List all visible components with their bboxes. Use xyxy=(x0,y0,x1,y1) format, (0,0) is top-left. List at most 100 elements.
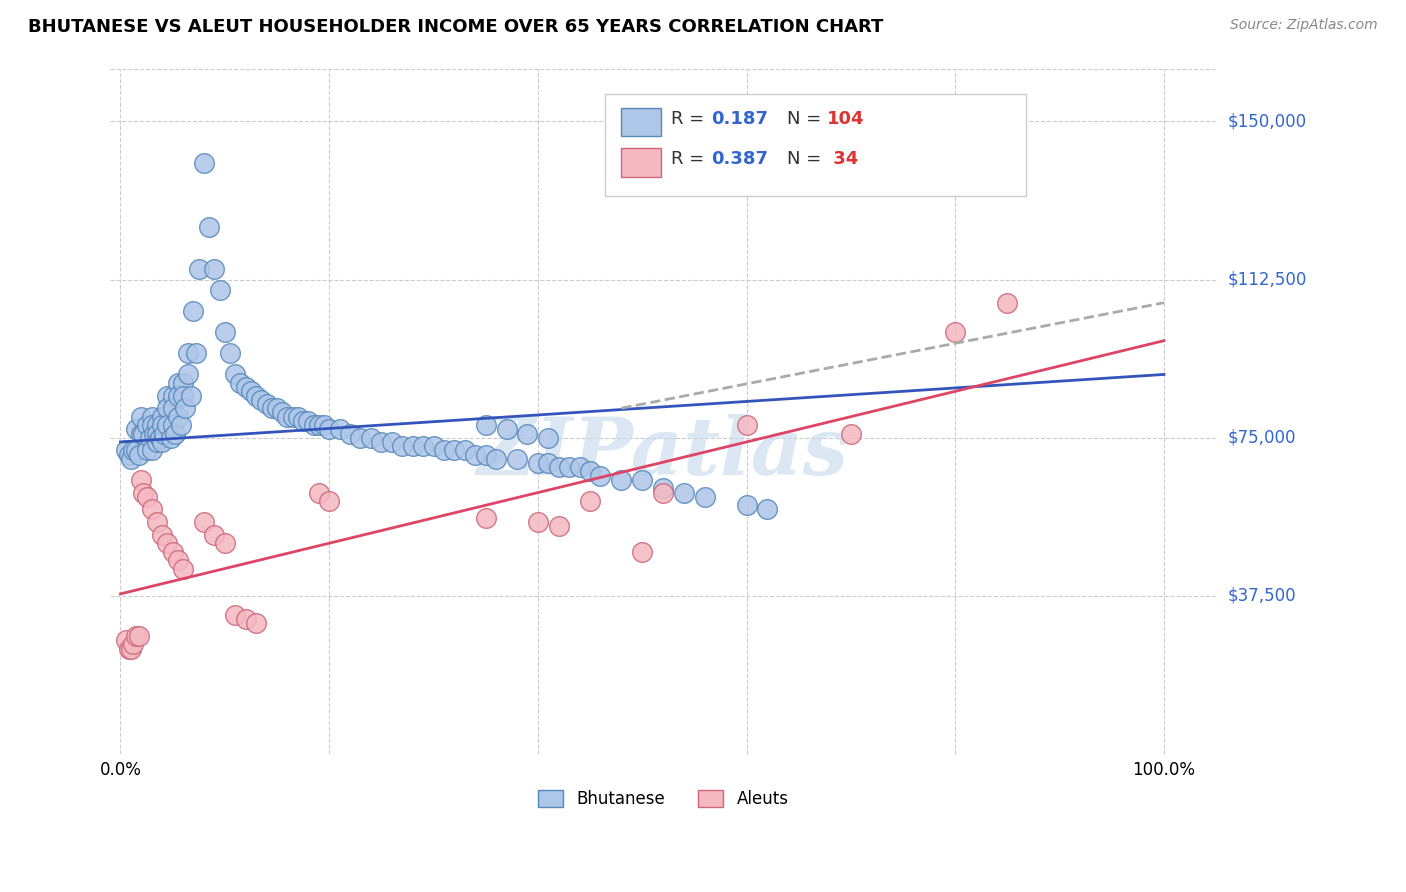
Point xyxy=(156,401,179,416)
Point xyxy=(308,485,330,500)
Point xyxy=(256,397,278,411)
Point xyxy=(125,443,148,458)
Point xyxy=(156,388,179,402)
Point xyxy=(114,633,136,648)
Point xyxy=(516,426,538,441)
Point xyxy=(177,346,200,360)
Point xyxy=(166,376,188,390)
Point xyxy=(381,434,404,449)
Point xyxy=(150,434,173,449)
Point xyxy=(131,473,153,487)
Point xyxy=(156,418,179,433)
Point xyxy=(302,418,325,433)
Point xyxy=(138,431,160,445)
Point xyxy=(172,376,194,390)
Point xyxy=(391,439,413,453)
Point xyxy=(506,451,529,466)
Point xyxy=(370,434,392,449)
Point xyxy=(349,431,371,445)
Point xyxy=(239,384,262,399)
Point xyxy=(672,485,695,500)
Point xyxy=(120,641,142,656)
Point xyxy=(142,426,165,441)
Point xyxy=(177,368,200,382)
Point xyxy=(537,431,560,445)
Point xyxy=(297,414,319,428)
Point xyxy=(287,409,309,424)
Point xyxy=(156,536,179,550)
Point xyxy=(276,409,298,424)
Point xyxy=(114,443,136,458)
Point xyxy=(422,439,444,453)
Point xyxy=(339,426,361,441)
Point xyxy=(474,448,496,462)
Point xyxy=(146,434,169,449)
Point xyxy=(474,418,496,433)
Point xyxy=(943,325,966,339)
Point xyxy=(125,422,148,436)
Point xyxy=(245,388,267,402)
Point xyxy=(193,156,215,170)
Point xyxy=(150,528,173,542)
Point xyxy=(125,629,148,643)
Point xyxy=(735,418,758,433)
Point xyxy=(610,473,633,487)
Point xyxy=(260,401,283,416)
Point xyxy=(329,422,352,436)
Point xyxy=(652,485,675,500)
Point xyxy=(229,376,252,390)
Point xyxy=(547,460,569,475)
Point xyxy=(163,426,186,441)
Point xyxy=(131,409,153,424)
Point xyxy=(172,561,194,575)
Text: Source: ZipAtlas.com: Source: ZipAtlas.com xyxy=(1230,18,1378,32)
Point xyxy=(318,494,340,508)
Point xyxy=(527,515,550,529)
Point xyxy=(141,409,163,424)
Point xyxy=(454,443,477,458)
Point xyxy=(693,490,716,504)
Text: $37,500: $37,500 xyxy=(1227,587,1296,605)
Point xyxy=(153,426,176,441)
Point xyxy=(198,219,221,234)
Point xyxy=(128,629,150,643)
Point xyxy=(202,262,225,277)
Point xyxy=(464,448,486,462)
Point xyxy=(756,502,779,516)
Point xyxy=(150,409,173,424)
Point xyxy=(146,426,169,441)
Point xyxy=(281,409,304,424)
Point xyxy=(224,607,246,622)
Point xyxy=(174,401,197,416)
Text: 34: 34 xyxy=(827,150,858,168)
Point xyxy=(495,422,517,436)
Point xyxy=(135,418,157,433)
Point xyxy=(208,283,231,297)
Point xyxy=(170,418,193,433)
Point xyxy=(166,388,188,402)
Point xyxy=(235,380,257,394)
Point xyxy=(631,544,654,558)
Point xyxy=(146,418,169,433)
Point xyxy=(122,443,145,458)
Point xyxy=(172,388,194,402)
Point xyxy=(141,418,163,433)
Point xyxy=(219,346,242,360)
Point xyxy=(401,439,423,453)
Point xyxy=(235,612,257,626)
Point xyxy=(839,426,862,441)
Point xyxy=(135,490,157,504)
Point xyxy=(224,368,246,382)
Point xyxy=(308,418,330,433)
Point xyxy=(214,536,236,550)
Point xyxy=(360,431,382,445)
Point xyxy=(131,426,153,441)
Point xyxy=(150,418,173,433)
Text: N =: N = xyxy=(787,150,827,168)
Point xyxy=(183,304,205,318)
Text: R =: R = xyxy=(671,150,710,168)
Point xyxy=(485,451,508,466)
Point xyxy=(187,262,209,277)
Point xyxy=(132,426,155,441)
Point xyxy=(547,519,569,533)
